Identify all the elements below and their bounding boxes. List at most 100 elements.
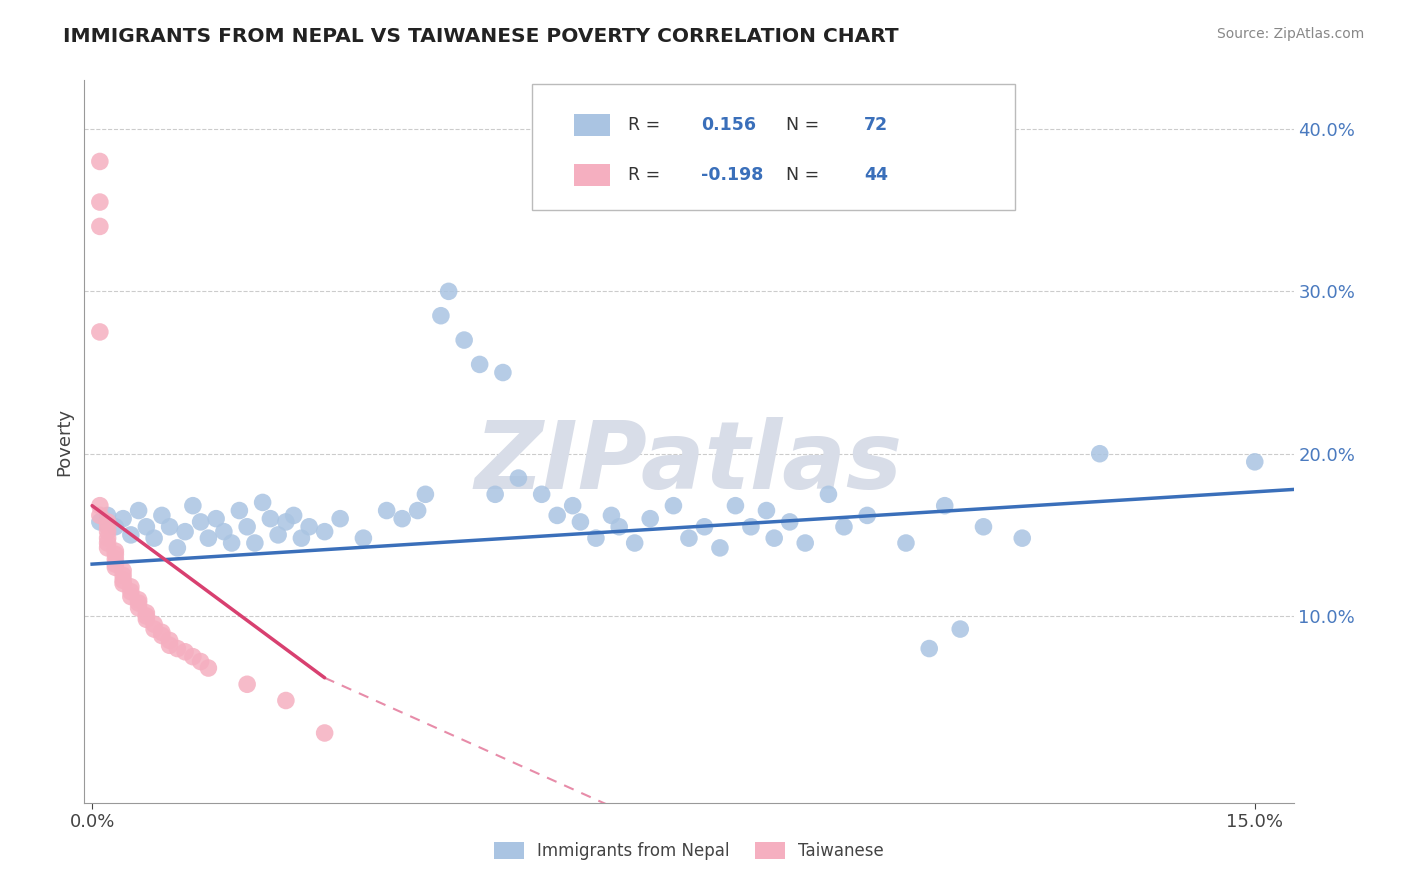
Point bbox=[104, 520, 127, 534]
Point bbox=[112, 564, 135, 578]
Point bbox=[236, 677, 259, 691]
Text: IMMIGRANTS FROM NEPAL VS TAIWANESE POVERTY CORRELATION CHART: IMMIGRANTS FROM NEPAL VS TAIWANESE POVER… bbox=[63, 27, 898, 45]
Point bbox=[128, 592, 150, 607]
Point bbox=[112, 511, 135, 525]
Point bbox=[755, 503, 778, 517]
Text: ZIPatlas: ZIPatlas bbox=[475, 417, 903, 509]
Point bbox=[166, 641, 188, 656]
Point bbox=[120, 584, 142, 599]
Point bbox=[104, 548, 127, 562]
Text: Source: ZipAtlas.com: Source: ZipAtlas.com bbox=[1216, 27, 1364, 41]
Point bbox=[352, 531, 374, 545]
Point bbox=[89, 325, 111, 339]
Point bbox=[678, 531, 700, 545]
Point bbox=[817, 487, 839, 501]
Text: N =: N = bbox=[786, 116, 818, 134]
Point bbox=[894, 536, 917, 550]
Point bbox=[259, 511, 281, 525]
Point bbox=[236, 520, 259, 534]
Point bbox=[212, 524, 235, 539]
Point bbox=[546, 508, 568, 523]
Legend: Immigrants from Nepal, Taiwanese: Immigrants from Nepal, Taiwanese bbox=[488, 835, 890, 867]
Point bbox=[453, 333, 475, 347]
Point bbox=[112, 568, 135, 582]
Point bbox=[97, 531, 120, 545]
Point bbox=[135, 609, 157, 624]
Point bbox=[298, 520, 321, 534]
Point bbox=[97, 515, 120, 529]
Point bbox=[104, 557, 127, 571]
Point bbox=[89, 499, 111, 513]
Point bbox=[724, 499, 747, 513]
Text: R =: R = bbox=[628, 116, 661, 134]
Point bbox=[569, 515, 592, 529]
Point bbox=[406, 503, 429, 517]
Point bbox=[150, 625, 173, 640]
Point bbox=[274, 693, 297, 707]
Point bbox=[104, 552, 127, 566]
Point bbox=[205, 511, 228, 525]
Point bbox=[89, 508, 111, 523]
Point bbox=[89, 195, 111, 210]
Point bbox=[97, 508, 120, 523]
Point bbox=[150, 629, 173, 643]
Point bbox=[508, 471, 530, 485]
Point bbox=[190, 515, 212, 529]
Point bbox=[190, 655, 212, 669]
Point bbox=[197, 531, 219, 545]
Point bbox=[89, 219, 111, 234]
Point bbox=[135, 612, 157, 626]
Point bbox=[856, 508, 879, 523]
Point bbox=[314, 524, 336, 539]
Point bbox=[740, 520, 762, 534]
Point bbox=[104, 560, 127, 574]
Point bbox=[375, 503, 398, 517]
Point bbox=[128, 503, 150, 517]
Point bbox=[415, 487, 437, 501]
Point bbox=[97, 520, 120, 534]
Point bbox=[120, 528, 142, 542]
Point bbox=[267, 528, 290, 542]
Point bbox=[97, 524, 120, 539]
Point bbox=[437, 285, 460, 299]
Point bbox=[607, 520, 630, 534]
Text: 44: 44 bbox=[865, 166, 889, 184]
Y-axis label: Poverty: Poverty bbox=[55, 408, 73, 475]
FancyBboxPatch shape bbox=[574, 114, 610, 136]
Point bbox=[779, 515, 801, 529]
Point bbox=[274, 515, 297, 529]
Point bbox=[143, 617, 166, 632]
Point bbox=[135, 520, 157, 534]
Point bbox=[561, 499, 583, 513]
Point bbox=[89, 154, 111, 169]
Point bbox=[197, 661, 219, 675]
Point bbox=[391, 511, 413, 525]
Point bbox=[290, 531, 312, 545]
Point bbox=[600, 508, 623, 523]
Point bbox=[763, 531, 786, 545]
Point bbox=[918, 641, 941, 656]
Point bbox=[174, 645, 197, 659]
Point bbox=[112, 576, 135, 591]
Point bbox=[934, 499, 956, 513]
Point bbox=[283, 508, 305, 523]
Point bbox=[662, 499, 685, 513]
Point bbox=[693, 520, 716, 534]
Point bbox=[104, 544, 127, 558]
Point bbox=[484, 487, 506, 501]
Point bbox=[120, 590, 142, 604]
Point bbox=[530, 487, 553, 501]
Point bbox=[221, 536, 243, 550]
FancyBboxPatch shape bbox=[574, 164, 610, 186]
Point bbox=[1088, 447, 1111, 461]
Point bbox=[159, 638, 181, 652]
Point bbox=[143, 531, 166, 545]
Point bbox=[143, 622, 166, 636]
Point bbox=[159, 633, 181, 648]
Point bbox=[638, 511, 661, 525]
Point bbox=[1243, 455, 1265, 469]
Text: -0.198: -0.198 bbox=[702, 166, 763, 184]
Point bbox=[585, 531, 607, 545]
Point bbox=[794, 536, 817, 550]
Point bbox=[243, 536, 266, 550]
